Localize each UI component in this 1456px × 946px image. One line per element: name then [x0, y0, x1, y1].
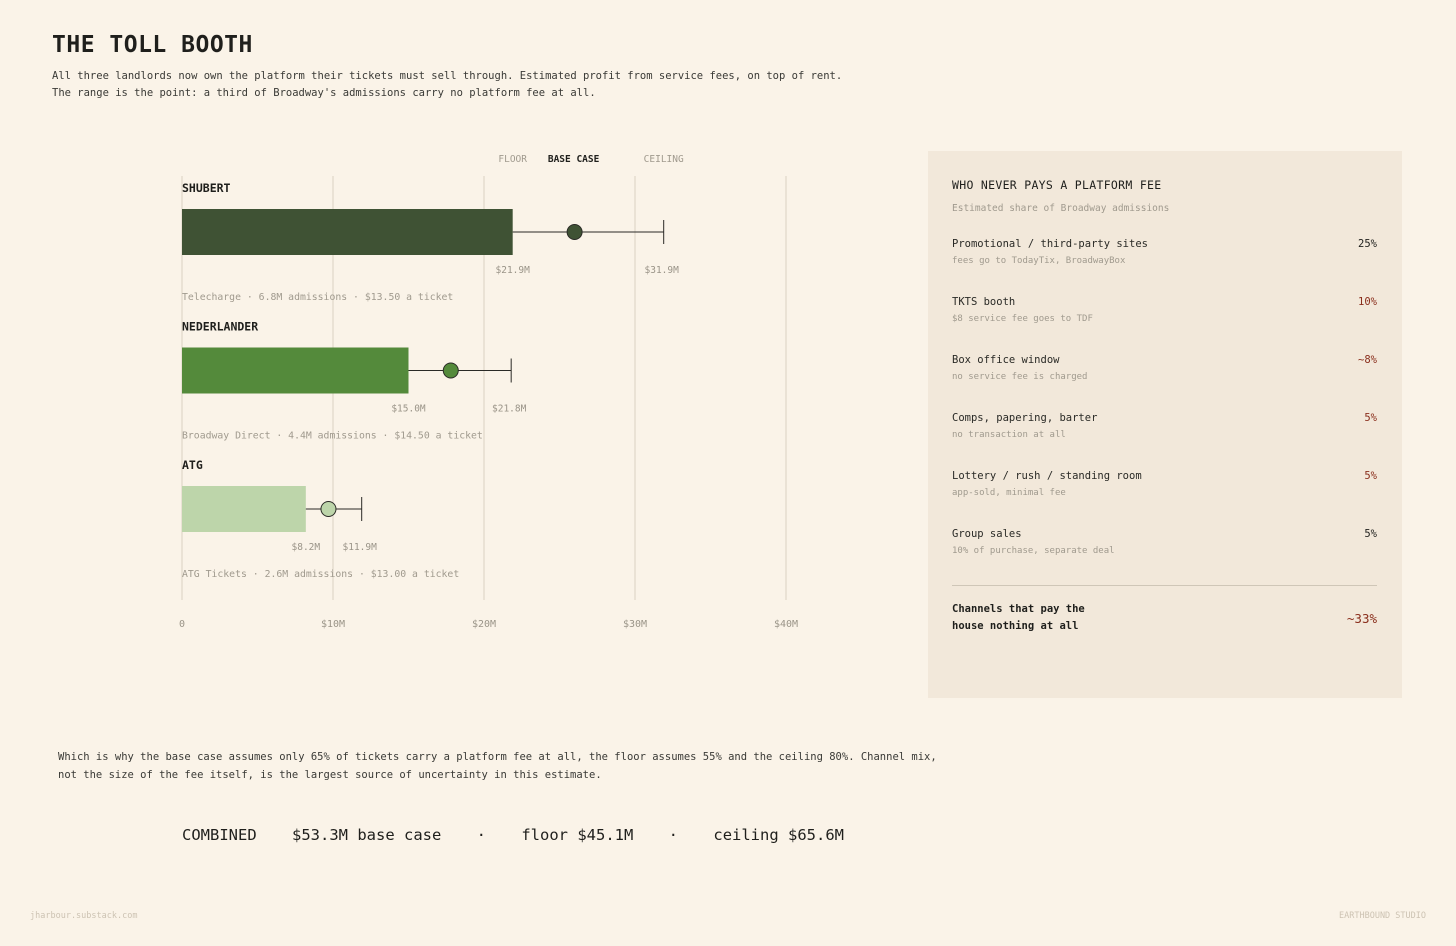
subtitle-line-1: All three landlords now own the platform… [52, 70, 843, 82]
floor-label: $21.9M [496, 265, 531, 276]
combined-summary: COMBINED $53.3M base case · floor $45.1M… [182, 826, 870, 844]
note-line-1: Which is why the base case assumes only … [58, 751, 937, 763]
channel-note: fees go to TodayTix, BroadwayBox [952, 256, 1126, 266]
ceiling-label: $31.9M [645, 265, 680, 276]
channel-note: no transaction at all [952, 430, 1066, 440]
panel-divider [952, 585, 1377, 586]
channel-label: Group sales [952, 528, 1022, 540]
no-fee-panel: WHO NEVER PAYS A PLATFORM FEE Estimated … [928, 151, 1402, 698]
legend-ceiling: CEILING [644, 154, 684, 165]
x-tick-label: $10M [321, 619, 345, 630]
channel-label: Promotional / third-party sites [952, 238, 1148, 250]
channel-share: 5% [1364, 528, 1377, 540]
channel-note: $8 service fee goes to TDF [952, 314, 1093, 324]
footer-credit: EARTHBOUND STUDIO [1339, 911, 1426, 921]
channel-note: app-sold, minimal fee [952, 488, 1066, 498]
channel-row: TKTS booth $8 service fee goes to TDF 10… [952, 296, 1377, 336]
channel-row: Lottery / rush / standing room app-sold,… [952, 470, 1377, 510]
fee-range-chart: 0 $10M $20M $30M $40M FLOOR BASE CASE CEILING SH… [179, 154, 798, 630]
floor-label: $15.0M [391, 404, 426, 415]
channel-row: Box office window no service fee is char… [952, 354, 1377, 394]
floor-label: $8.2M [292, 542, 321, 553]
ceiling-label: $11.9M [343, 542, 378, 553]
panel-total-label: Channels that pay the house nothing at a… [952, 603, 1085, 632]
legend-base-case: BASE CASE [548, 154, 600, 165]
base-case-dot [442, 362, 459, 379]
channel-row: Promotional / third-party sites fees go … [952, 238, 1377, 278]
panel-title: WHO NEVER PAYS A PLATFORM FEE [952, 178, 1162, 192]
combined-separator: · [668, 826, 679, 844]
base-case-dot [566, 224, 583, 240]
combined-separator: · [476, 826, 486, 844]
panel-total-share: ~33% [1346, 611, 1377, 626]
combined-base: $53.3M base case [292, 826, 442, 844]
floor-bar [182, 209, 513, 255]
channel-row: Group sales 10% of purchase, separate de… [952, 528, 1377, 568]
x-tick-label: $40M [774, 619, 798, 630]
channel-share: ~8% [1358, 354, 1377, 366]
channel-share: 25% [1358, 238, 1377, 250]
channel-share: 5% [1364, 470, 1377, 482]
ceiling-label: $21.8M [492, 404, 527, 415]
channel-note: no service fee is charged [952, 372, 1088, 382]
series-name: ATG [182, 458, 203, 472]
series-detail: Broadway Direct · 4.4M admissions · $14.… [182, 431, 483, 442]
channel-note: 10% of purchase, separate deal [952, 546, 1115, 556]
channel-share: 10% [1358, 296, 1377, 308]
series-name: SHUBERT [182, 181, 231, 195]
note-line-2: not the size of the fee itself, is the l… [58, 769, 602, 781]
channel-label: Box office window [952, 354, 1060, 366]
floor-bar [182, 347, 409, 394]
channel-label: TKTS booth [952, 296, 1016, 308]
subtitle-line-2: The range is the point: a third of Broad… [52, 87, 596, 99]
floor-bar [182, 486, 306, 532]
x-tick-label: 0 [179, 619, 185, 630]
footer-source: jharbour.substack.com [30, 911, 138, 921]
channel-label: Lottery / rush / standing room [952, 470, 1142, 482]
channel-share: 5% [1364, 412, 1377, 424]
combined-label: COMBINED [182, 826, 257, 844]
base-case-dot [320, 501, 337, 517]
page-title: THE TOLL BOOTH [52, 32, 253, 58]
panel-subtitle: Estimated share of Broadway admissions [952, 203, 1170, 214]
x-tick-label: $30M [623, 619, 647, 630]
legend-floor: FLOOR [498, 154, 527, 165]
x-tick-label: $20M [472, 619, 496, 630]
series-detail: Telecharge · 6.8M admissions · $13.50 a … [182, 292, 453, 303]
channel-label: Comps, papering, barter [952, 412, 1098, 424]
series-name: NEDERLANDER [182, 320, 258, 334]
channel-row: Comps, papering, barter no transaction a… [952, 412, 1377, 452]
combined-ceiling: ceiling $65.6M [713, 826, 845, 844]
series-detail: ATG Tickets · 2.6M admissions · $13.00 a… [182, 569, 459, 580]
combined-floor: floor $45.1M [521, 826, 634, 844]
